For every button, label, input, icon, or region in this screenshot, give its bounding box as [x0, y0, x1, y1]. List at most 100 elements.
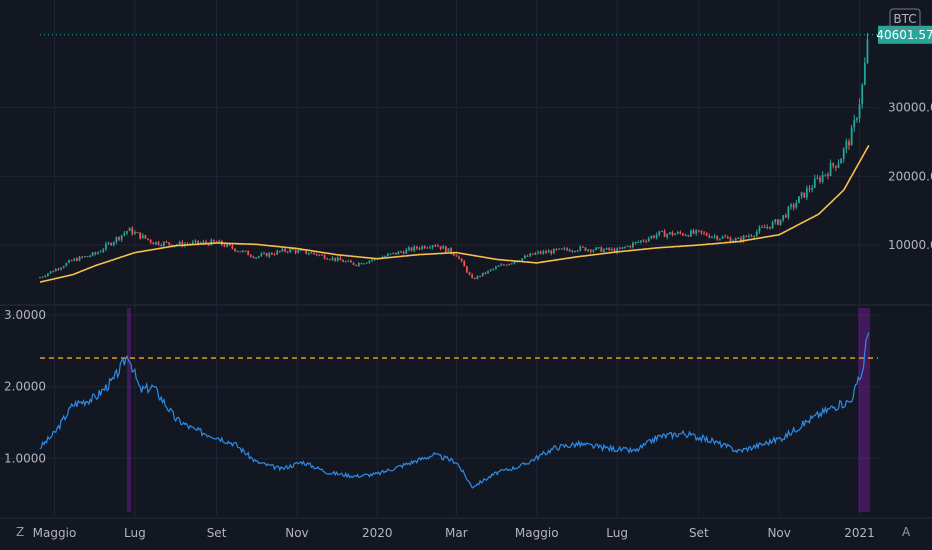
- candle-body: [357, 263, 360, 266]
- candle-body: [429, 247, 431, 249]
- candle-body: [68, 260, 70, 263]
- candle-body: [861, 84, 864, 104]
- candle-body: [455, 255, 458, 257]
- candle-body: [110, 242, 113, 246]
- candle-body: [555, 248, 558, 250]
- candle-body: [863, 62, 866, 85]
- candle-body: [803, 192, 806, 198]
- candle-body: [571, 250, 574, 252]
- candle-body: [697, 230, 700, 232]
- candle-body: [350, 260, 352, 263]
- candle-body: [331, 257, 334, 260]
- auto-scale-button[interactable]: A: [902, 525, 911, 539]
- candle-body: [205, 241, 207, 244]
- candle-body: [460, 258, 463, 262]
- candle-body: [708, 235, 711, 238]
- candle-body: [679, 232, 682, 234]
- candle-body: [750, 235, 753, 237]
- x-tick-label: 2021: [844, 526, 875, 540]
- candle-body: [550, 250, 553, 254]
- candle-body: [747, 235, 750, 237]
- x-tick-label: Lug: [606, 526, 628, 540]
- candle-body: [62, 266, 65, 268]
- candle-body: [210, 239, 213, 246]
- candle-body: [466, 266, 468, 273]
- candle-body: [426, 247, 429, 249]
- candle-body: [363, 263, 366, 265]
- candle-body: [637, 241, 640, 243]
- candle-body: [808, 188, 811, 190]
- candle-body: [769, 226, 771, 229]
- candle-body: [742, 235, 745, 242]
- x-tick-label: Set: [689, 526, 709, 540]
- candle-body: [226, 243, 229, 247]
- candle-body: [824, 174, 827, 176]
- candle-body: [692, 230, 695, 234]
- candle-body: [202, 241, 205, 243]
- candle-body: [437, 245, 439, 247]
- auto-zoom-button[interactable]: Z: [16, 525, 25, 539]
- indicator-tick-label: 3.0000: [4, 308, 46, 322]
- candle-body: [242, 250, 244, 252]
- candle-body: [94, 252, 97, 254]
- candle-body: [605, 247, 608, 250]
- candle-body: [355, 264, 358, 266]
- candle-body: [44, 275, 47, 277]
- candle-body: [157, 241, 160, 245]
- candle-body: [639, 240, 642, 242]
- candle-body: [837, 163, 840, 168]
- candle-body: [618, 248, 621, 250]
- candle-body: [104, 243, 107, 250]
- candle-body: [102, 249, 105, 252]
- candle-body: [771, 222, 774, 229]
- candle-body: [447, 248, 450, 252]
- candle-body: [724, 236, 727, 238]
- candle-body: [136, 232, 139, 234]
- candle-body: [344, 261, 347, 263]
- candle-body: [78, 256, 81, 261]
- candle-body: [774, 219, 777, 223]
- candle-body: [610, 248, 613, 251]
- x-tick-label: Maggio: [33, 526, 77, 540]
- candle-body: [147, 238, 149, 240]
- candle-body: [721, 236, 724, 239]
- candle-body: [392, 252, 395, 254]
- candle-body: [444, 246, 447, 252]
- candle-body: [278, 250, 281, 252]
- candle-body: [458, 256, 460, 259]
- candle-body: [740, 237, 742, 242]
- candle-body: [99, 251, 102, 253]
- candle-body: [39, 277, 41, 279]
- candle-body: [231, 245, 234, 249]
- candle-body: [389, 253, 392, 255]
- candle-body: [123, 233, 126, 236]
- candle-body: [552, 248, 555, 254]
- candle-body: [763, 226, 766, 228]
- candle-body: [529, 253, 532, 257]
- candle-body: [386, 254, 389, 257]
- candle-body: [326, 258, 329, 260]
- candle-body: [83, 256, 86, 258]
- candle-body: [152, 242, 155, 245]
- candle-body: [313, 252, 315, 254]
- candle-body: [613, 248, 616, 253]
- candle-body: [621, 247, 624, 249]
- candle-body: [413, 246, 416, 251]
- candle-body: [197, 240, 200, 244]
- candle-body: [521, 258, 524, 262]
- candle-body: [755, 231, 758, 236]
- candle-body: [481, 272, 484, 277]
- price-tick-label: 10000.00: [888, 238, 932, 252]
- candle-body: [684, 235, 687, 237]
- candle-body: [431, 245, 434, 248]
- candle-body: [273, 254, 276, 256]
- candle-body: [65, 262, 68, 267]
- candle-body: [584, 247, 587, 251]
- candle-body: [484, 272, 487, 274]
- candle-body: [626, 245, 629, 247]
- candle-body: [257, 256, 260, 258]
- candle-body: [703, 232, 705, 234]
- candle-body: [162, 241, 165, 246]
- candle-body: [410, 247, 413, 251]
